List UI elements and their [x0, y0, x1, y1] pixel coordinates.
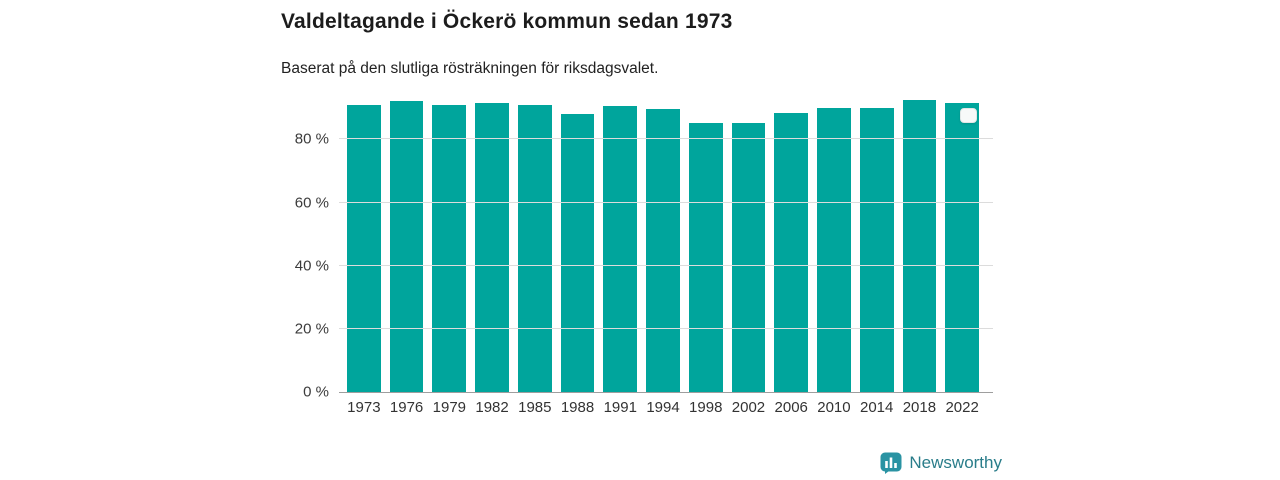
x-tick-label: 1988 — [560, 399, 595, 416]
bar — [945, 103, 980, 392]
bar — [731, 122, 766, 392]
bar — [432, 104, 467, 392]
chart-card: Valdeltagande i Öckerö kommun sedan 1973… — [281, 6, 993, 416]
bar — [475, 103, 509, 392]
x-tick-label: 1985 — [518, 399, 552, 416]
plot-area — [339, 92, 993, 393]
bar — [646, 109, 680, 392]
bar — [817, 108, 851, 392]
x-tick-label: 2002 — [731, 399, 766, 416]
x-tick-label: 2018 — [902, 399, 937, 416]
x-tick-label: 2010 — [817, 399, 851, 416]
x-tick-label: 2006 — [774, 399, 808, 416]
bar — [560, 114, 595, 392]
bar — [859, 107, 894, 392]
x-axis: 1973 1976 1979 1982 1985 1988 1991 1994 1998 2002… — [339, 399, 987, 416]
bar — [347, 104, 381, 392]
gridline — [339, 264, 993, 266]
bar — [517, 104, 552, 392]
bars-container — [339, 92, 987, 392]
y-tick-label: 40 % — [294, 257, 329, 275]
x-tick-label: 1979 — [432, 399, 467, 416]
bar-chart: 0 % 20 % 40 % 60 % 80 % 1973 1976 1979 1982 1985… — [281, 92, 993, 416]
newsworthy-logo-icon — [880, 452, 902, 474]
y-tick-label: 80 % — [294, 130, 329, 148]
x-tick-label: 2014 — [859, 399, 894, 416]
x-tick-label: 2022 — [945, 399, 979, 416]
x-tick-label: 1976 — [389, 399, 424, 416]
chart-subtitle: Baserat på den slutliga rösträkningen fö… — [281, 60, 659, 77]
y-tick-label: 0 % — [303, 383, 329, 401]
gridline — [339, 138, 993, 140]
bar — [688, 122, 723, 392]
y-axis: 0 % 20 % 40 % 60 % 80 % — [281, 92, 329, 401]
chart-title: Valdeltagande i Öckerö kommun sedan 1973 — [281, 10, 733, 33]
y-tick-label: 60 % — [294, 194, 329, 212]
bar-highlight-marker — [960, 108, 978, 124]
x-tick-label: 1998 — [689, 399, 723, 416]
x-tick-label: 1994 — [646, 399, 680, 416]
gridline — [339, 201, 993, 203]
x-tick-label: 1991 — [603, 399, 637, 416]
x-tick-label: 1982 — [475, 399, 509, 416]
bar — [603, 106, 638, 392]
y-tick-label: 20 % — [294, 320, 329, 338]
brand-name: Newsworthy — [909, 453, 1002, 472]
bar — [389, 100, 424, 392]
x-tick-label: 1973 — [347, 399, 381, 416]
bar — [774, 113, 809, 392]
brand-footer[interactable]: Newsworthy — [880, 452, 1002, 474]
gridline — [339, 327, 993, 329]
bar — [902, 100, 937, 392]
